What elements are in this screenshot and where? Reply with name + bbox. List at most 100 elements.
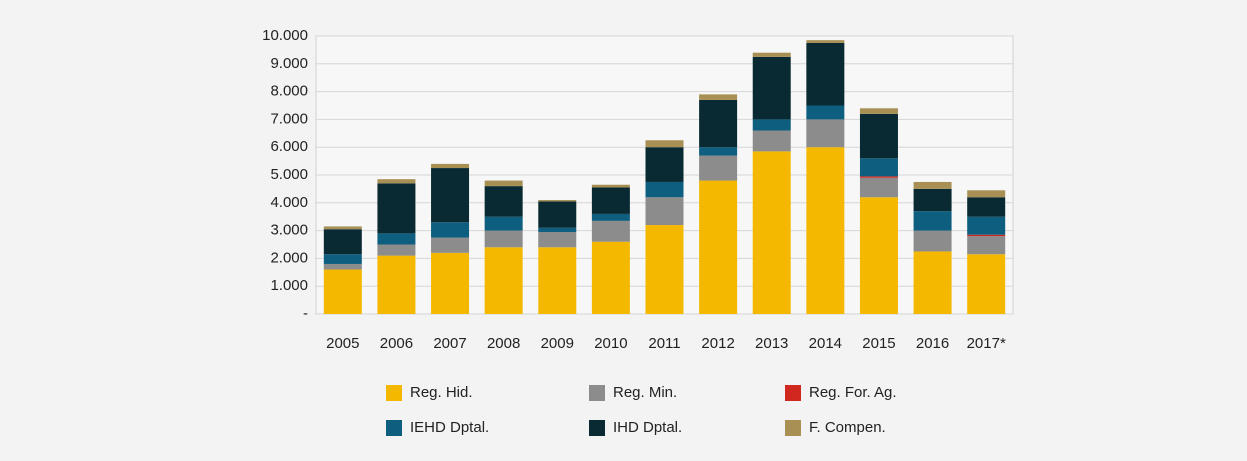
bar-segment (967, 234, 1006, 237)
bar-segment (591, 241, 630, 314)
legend-label: Reg. Hid. (410, 384, 473, 401)
bar-segment (859, 177, 898, 198)
bar-segment (752, 130, 791, 152)
bar-segment (806, 42, 845, 106)
x-tick-label: 2008 (487, 335, 520, 352)
y-tick-label: 1.000 (270, 277, 308, 294)
bar-segment (431, 222, 470, 238)
bar-segment (913, 251, 952, 314)
bar-segment (377, 244, 416, 256)
y-tick-label: 9.000 (270, 55, 308, 72)
bar-segment (538, 200, 577, 202)
bar-segment (913, 188, 952, 212)
bar-segment (967, 216, 1006, 235)
bar-segment (967, 254, 1006, 314)
bar-segment (859, 176, 898, 178)
bar-segment (591, 213, 630, 221)
bar-segment (484, 247, 523, 314)
bar-segment (323, 254, 362, 264)
bar-segment (538, 201, 577, 228)
bar-segment (591, 184, 630, 188)
x-tick-label: 2016 (916, 335, 949, 352)
bar-segment (377, 179, 416, 184)
bar-segment (859, 113, 898, 159)
y-tick-label: 7.000 (270, 110, 308, 127)
y-tick-label: 4.000 (270, 194, 308, 211)
bar-segment (538, 227, 577, 232)
y-tick-label: 6.000 (270, 138, 308, 155)
x-tick-label: 2017* (967, 335, 1006, 352)
x-tick-label: 2015 (862, 335, 895, 352)
bar-segment (752, 56, 791, 120)
bar-segment (431, 237, 470, 253)
bar-segment (377, 183, 416, 234)
bar-segment (806, 40, 845, 43)
x-tick-label: 2010 (594, 335, 627, 352)
legend-swatch (386, 420, 402, 436)
bar-segment (645, 140, 684, 148)
bar-segment (431, 163, 470, 169)
bar-segment (645, 197, 684, 226)
bar-segment (913, 211, 952, 231)
legend-swatch (785, 385, 801, 401)
bar-segment (967, 190, 1006, 198)
bar-segment (645, 147, 684, 182)
legend-swatch (589, 420, 605, 436)
x-tick-label: 2006 (380, 335, 413, 352)
x-tick-label: 2005 (326, 335, 359, 352)
y-tick-label: 3.000 (270, 222, 308, 239)
bar-segment (806, 147, 845, 314)
bar-segment (699, 155, 738, 181)
legend-swatch (785, 420, 801, 436)
bar-segment (431, 168, 470, 223)
legend-swatch (386, 385, 402, 401)
bar-segment (913, 181, 952, 189)
bar-segment (377, 233, 416, 245)
bar-segment (806, 119, 845, 148)
legend-swatch (589, 385, 605, 401)
bar-segment (913, 230, 952, 252)
legend-label: IEHD Dptal. (410, 419, 489, 436)
bar-segment (323, 226, 362, 230)
bar-segment (752, 151, 791, 314)
x-tick-label: 2014 (809, 335, 842, 352)
bar-segment (323, 229, 362, 255)
bar-segment (699, 180, 738, 314)
bar-segment (752, 119, 791, 131)
bar-segment (484, 230, 523, 248)
bar-segment (323, 263, 362, 270)
bar-segment (484, 186, 523, 217)
y-tick-label: - (303, 305, 308, 322)
legend-label: F. Compen. (809, 419, 886, 436)
y-tick-label: 10.000 (262, 27, 308, 44)
bar-segment (752, 52, 791, 57)
bar-segment (699, 94, 738, 100)
bar-segment (377, 255, 416, 314)
bar-segment (645, 181, 684, 198)
x-tick-label: 2011 (648, 335, 680, 352)
y-tick-label: 2.000 (270, 249, 308, 266)
bar-segment (538, 231, 577, 248)
bar-segment (859, 108, 898, 114)
legend-label: Reg. Min. (613, 384, 677, 401)
x-tick-label: 2009 (541, 335, 574, 352)
legend-label: IHD Dptal. (613, 419, 682, 436)
bar-segment (806, 105, 845, 120)
x-tick-label: 2007 (433, 335, 466, 352)
legend-label: Reg. For. Ag. (809, 384, 897, 401)
bar-segment (484, 216, 523, 231)
bar-segment (859, 197, 898, 314)
y-tick-label: 8.000 (270, 83, 308, 100)
bar-segment (699, 99, 738, 148)
x-tick-label: 2013 (755, 335, 788, 352)
bar-segment (484, 180, 523, 187)
bar-segment (967, 197, 1006, 217)
bar-segment (591, 220, 630, 242)
bar-segment (431, 252, 470, 314)
bar-segment (538, 247, 577, 314)
bar-segment (645, 225, 684, 314)
x-tick-label: 2012 (701, 335, 734, 352)
bar-segment (859, 158, 898, 177)
y-tick-label: 5.000 (270, 166, 308, 183)
